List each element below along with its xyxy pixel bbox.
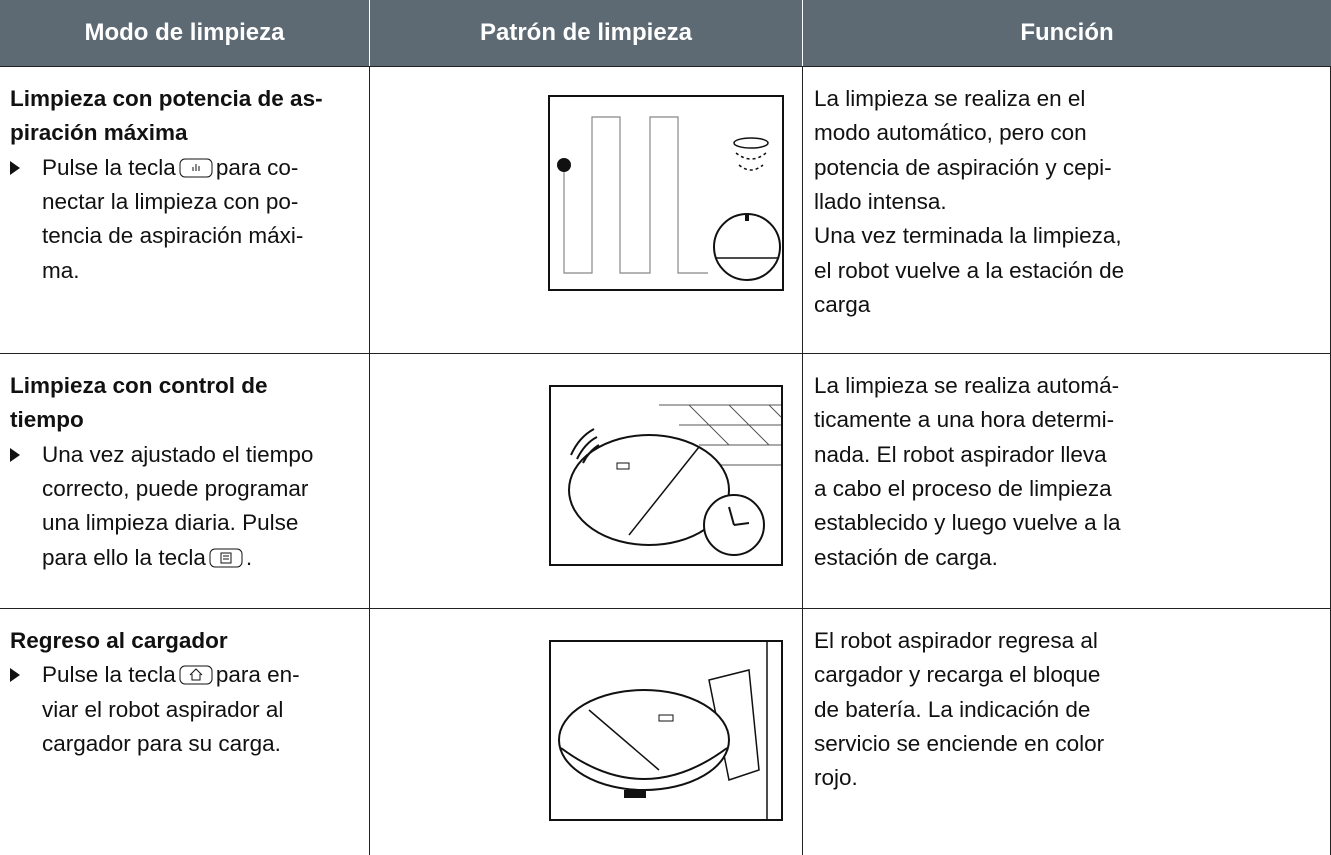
text: establecido y luego vuelve a la: [814, 510, 1121, 536]
mode-title: piración máxima: [10, 116, 188, 150]
function-text: establecido y luego vuelve a la: [814, 506, 1120, 540]
function-text: potencia de aspiración y cepi-: [814, 151, 1112, 185]
function-text: servicio se enciende en color: [814, 727, 1104, 761]
text: ma.: [42, 257, 80, 283]
mode-step: cargador para su carga.: [42, 727, 281, 761]
function-text: El robot aspirador regresa al: [814, 624, 1098, 658]
function-text: rojo.: [814, 761, 858, 795]
function-text: estación de carga.: [814, 541, 998, 575]
text: piración máxima: [10, 120, 188, 146]
text: Una vez terminada la limpieza,: [814, 223, 1122, 249]
text: el robot vuelve a la estación de: [814, 257, 1125, 283]
text: tencia de aspiración máxi-: [42, 223, 304, 249]
text: tiempo: [10, 407, 84, 433]
text: Una vez ajustado el tiempo: [42, 441, 314, 467]
mode-step: nectar la limpieza con po-: [42, 185, 298, 219]
header-cell: Función: [803, 0, 1331, 66]
text: Limpieza con control de: [10, 373, 268, 398]
function-text: a cabo el proceso de limpieza: [814, 472, 1112, 506]
function-text: llado intensa.: [814, 185, 947, 219]
function-text: el robot vuelve a la estación de: [814, 254, 1124, 288]
text: nada. El robot aspirador lleva: [814, 441, 1107, 467]
col-border: [802, 66, 803, 855]
text: La limpieza se realiza automá-: [814, 373, 1120, 398]
mode-step: correcto, puede programar: [42, 472, 308, 506]
text: carga: [814, 291, 871, 317]
text: servicio se enciende en color: [814, 730, 1105, 756]
header-cell: Modo de limpieza: [0, 0, 369, 66]
text: Regreso al cargador: [10, 628, 228, 653]
key-icon: [209, 548, 243, 567]
text: llado intensa.: [814, 188, 947, 214]
mode-title: tiempo: [10, 403, 84, 437]
row-border: [0, 608, 1331, 609]
function-text: La limpieza se realiza automá-: [814, 369, 1119, 403]
text: viar el robot aspirador al: [42, 696, 284, 722]
function-text: modo automático, pero con: [814, 116, 1087, 150]
row-border: [0, 353, 1331, 354]
function-text: Una vez terminada la limpieza,: [814, 219, 1122, 253]
text: a cabo el proceso de limpieza: [814, 475, 1112, 501]
function-text: de batería. La indicación de: [814, 693, 1090, 727]
text: Pulse la tecla: [42, 154, 176, 180]
key-icon: [179, 665, 213, 685]
function-text: ticamente a una hora determi-: [814, 403, 1114, 437]
mode-step: Pulse la tecla para co-: [42, 151, 298, 185]
row-border: [0, 66, 1331, 67]
text: de batería. La indicación de: [814, 696, 1091, 722]
text: Limpieza con potencia de as-: [10, 86, 323, 111]
mode-title: Limpieza con control de: [10, 369, 268, 403]
bullet: [10, 160, 20, 175]
header-cell: Patrón de limpieza: [370, 0, 802, 66]
mode-step: para ello la tecla.: [42, 541, 252, 575]
text: .: [245, 544, 253, 570]
pattern-timer: [549, 385, 783, 566]
text: para en-: [215, 662, 300, 688]
pattern-spiral-max: [548, 95, 784, 291]
text: para co-: [215, 154, 299, 180]
text: La limpieza se realiza en el: [814, 86, 1086, 111]
text: rojo.: [814, 765, 858, 791]
text: potencia de aspiración y cepi-: [814, 154, 1112, 180]
text: Pulse la tecla: [42, 662, 176, 688]
bullet: [10, 668, 20, 683]
text: cargador para su carga.: [42, 730, 281, 756]
function-text: La limpieza se realiza en el: [814, 82, 1085, 116]
bullet: [10, 447, 20, 462]
function-text: nada. El robot aspirador lleva: [814, 438, 1107, 472]
text: nectar la limpieza con po-: [42, 188, 299, 214]
mode-step: Pulse la tecla para en-: [42, 658, 300, 692]
mode-step: una limpieza diaria. Pulse: [42, 506, 298, 540]
mode-title: Regreso al cargador: [10, 624, 228, 658]
text: para ello la tecla: [42, 544, 206, 570]
mode-step: Una vez ajustado el tiempo: [42, 438, 313, 472]
text: estación de carga.: [814, 544, 998, 570]
text: modo automático, pero con: [814, 120, 1087, 146]
function-text: cargador y recarga el bloque: [814, 658, 1100, 692]
mode-step: viar el robot aspirador al: [42, 693, 283, 727]
col-border: [369, 66, 370, 855]
function-text: carga: [814, 288, 870, 322]
text: ticamente a una hora determi-: [814, 407, 1115, 433]
mode-title: Limpieza con potencia de as-: [10, 82, 323, 116]
text: correcto, puede programar: [42, 475, 309, 501]
text: El robot aspirador regresa al: [814, 628, 1098, 653]
text: una limpieza diaria. Pulse: [42, 510, 299, 536]
pattern-return: [549, 640, 783, 821]
mode-step: tencia de aspiración máxi-: [42, 219, 303, 253]
text: cargador y recarga el bloque: [814, 662, 1101, 688]
key-icon: [179, 158, 213, 178]
mode-step: ma.: [42, 254, 80, 288]
